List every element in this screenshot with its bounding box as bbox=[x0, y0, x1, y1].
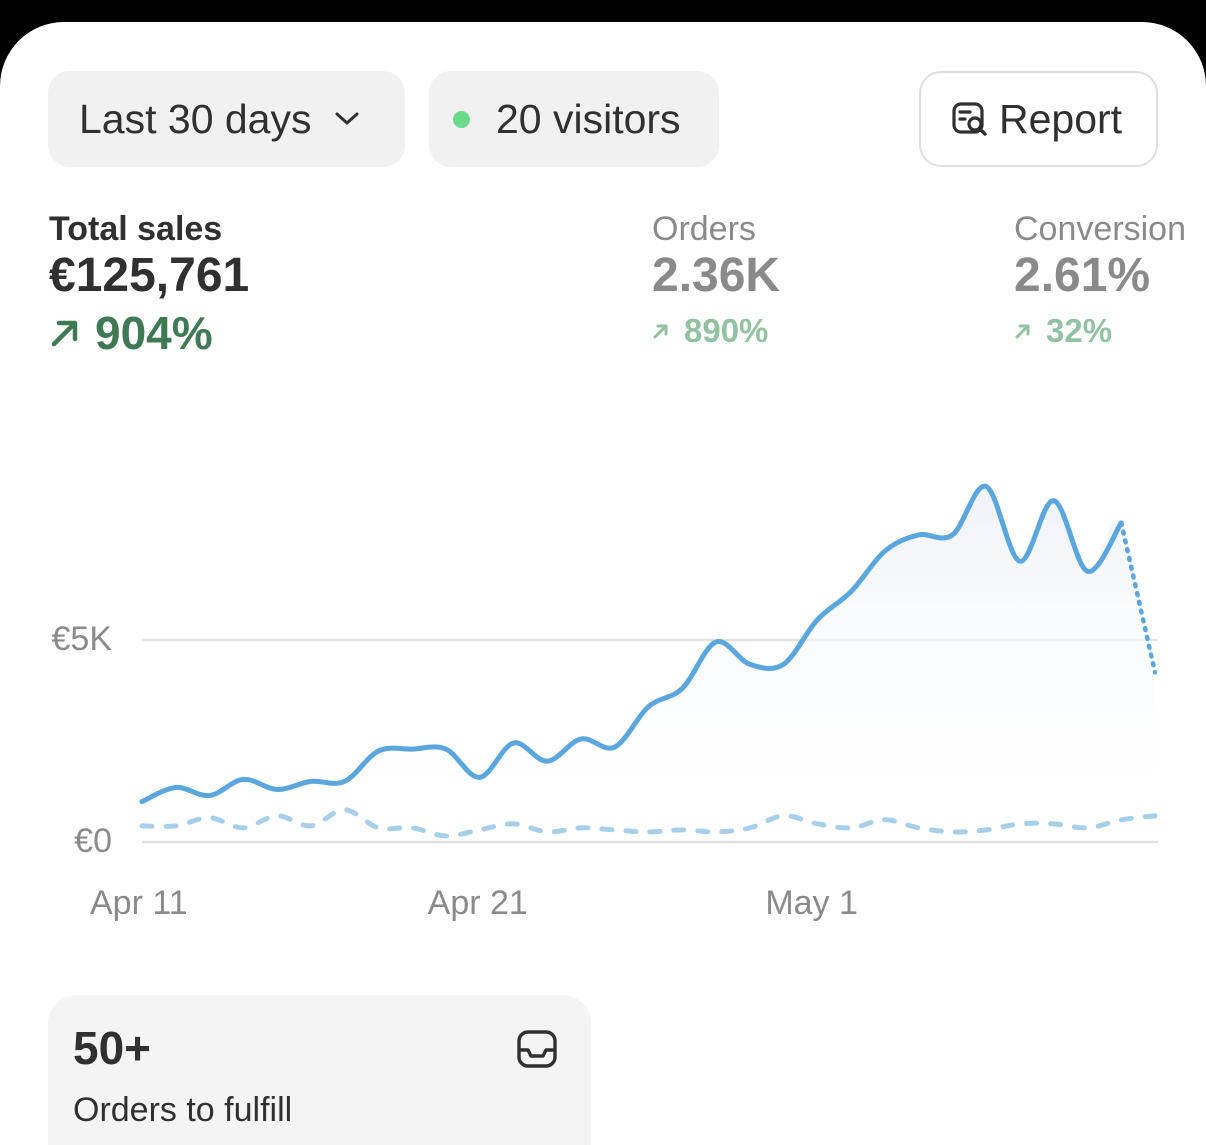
metric-delta: 32% bbox=[1014, 312, 1186, 350]
arrow-up-right-icon bbox=[51, 320, 78, 347]
metric-label: Total sales bbox=[49, 210, 223, 248]
metric-delta-value: 890% bbox=[684, 312, 769, 349]
report-button[interactable]: Report bbox=[919, 71, 1158, 167]
x-axis-tick-label: May 1 bbox=[765, 884, 858, 922]
metric-delta: 890% bbox=[652, 312, 780, 350]
metric-label: Conversion bbox=[1014, 210, 1186, 248]
report-search-icon bbox=[952, 102, 987, 136]
metric-conversion[interactable]: Conversion 2.61% 32% bbox=[1014, 210, 1186, 350]
metric-delta: 904% bbox=[49, 306, 249, 360]
sales-projection-line bbox=[1118, 520, 1158, 675]
inbox-icon bbox=[517, 1030, 557, 1068]
date-range-button[interactable]: Last 30 days bbox=[48, 71, 405, 167]
x-axis-tick-label: Apr 11 bbox=[90, 884, 188, 922]
dashboard-sheet: Last 30 days 20 visitors Report Total sa… bbox=[0, 22, 1206, 1145]
live-visitors-button[interactable]: 20 visitors bbox=[429, 71, 719, 167]
metric-value: 2.36K bbox=[652, 249, 781, 302]
metric-value: 2.61% bbox=[1014, 249, 1151, 302]
live-status-dot bbox=[453, 110, 470, 128]
sales-area bbox=[142, 486, 1155, 842]
metric-label: Orders bbox=[652, 210, 756, 248]
chevron-down-icon bbox=[335, 112, 358, 125]
visitors-label: 20 visitors bbox=[496, 95, 681, 142]
comparison-series-line bbox=[139, 807, 1158, 839]
fulfill-label: Orders to fulfill bbox=[73, 1091, 293, 1129]
y-axis-tick-label: €5K bbox=[51, 620, 113, 658]
x-axis-tick-label: Apr 21 bbox=[427, 884, 528, 922]
report-label: Report bbox=[999, 95, 1123, 142]
fulfill-count: 50+ bbox=[73, 1022, 152, 1074]
metric-total-sales[interactable]: Total sales €125,761 904% bbox=[49, 210, 249, 360]
metric-value: €125,761 bbox=[49, 249, 250, 302]
date-range-label: Last 30 days bbox=[79, 95, 312, 142]
sales-chart[interactable] bbox=[0, 22, 1206, 982]
metric-orders[interactable]: Orders 2.36K 890% bbox=[652, 210, 780, 350]
arrow-up-right-icon bbox=[653, 324, 668, 339]
metric-delta-value: 904% bbox=[95, 307, 213, 359]
orders-to-fulfill-card[interactable]: 50+ Orders to fulfill bbox=[48, 995, 591, 1145]
y-axis-tick-label: €0 bbox=[74, 822, 112, 860]
arrow-up-right-icon bbox=[1015, 324, 1030, 339]
metric-delta-value: 32% bbox=[1046, 312, 1113, 349]
sales-series-line bbox=[139, 483, 1124, 805]
